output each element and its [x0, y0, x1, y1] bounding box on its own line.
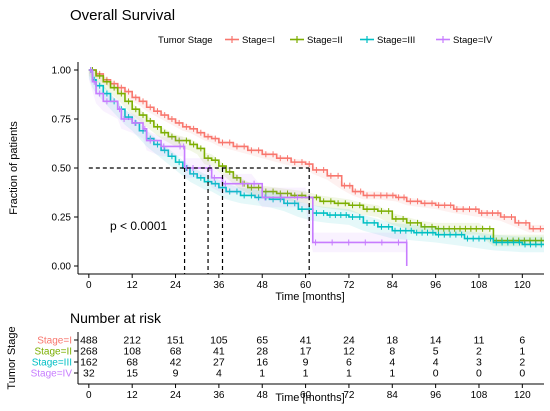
risk-cell: 32: [83, 368, 95, 380]
risk-cell: 488: [80, 335, 98, 347]
risk-cell: 14: [430, 335, 442, 347]
y-tick-label: 0.75: [52, 115, 72, 126]
x-tick-label: 0: [86, 280, 92, 291]
risk-table-x-label: Time [months]: [275, 392, 344, 404]
risk-cell: 17: [300, 346, 312, 358]
y-tick-label: 0.00: [52, 262, 72, 273]
legend-title: Tumor Stage: [158, 35, 213, 46]
risk-cell: 1: [303, 368, 309, 380]
y-axis-label: Fraction of patients: [8, 121, 20, 215]
risk-cell: 6: [346, 357, 352, 369]
risk-cell: 4: [216, 368, 222, 380]
risk-cell: 3: [476, 357, 482, 369]
risk-cell: 1: [519, 346, 525, 358]
p-value-annotation: p < 0.0001: [110, 219, 167, 233]
risk-cell: 212: [123, 335, 141, 347]
x-tick-label: 24: [170, 280, 182, 291]
risk-table-title: Number at risk: [70, 310, 162, 326]
risk-cell: 68: [126, 357, 138, 369]
risk-cell: 105: [210, 335, 228, 347]
legend-label: Stage=II: [307, 35, 343, 46]
risk-cell: 41: [300, 335, 312, 347]
risk-cell: 41: [213, 346, 225, 358]
risk-cell: 27: [213, 357, 225, 369]
risk-table-y-label: Tumor Stage: [6, 326, 18, 389]
x-tick-label: 120: [514, 280, 531, 291]
risk-cell: 2: [476, 346, 482, 358]
risk-cell: 8: [389, 346, 395, 358]
legend-label: Stage=IV: [453, 35, 493, 46]
risk-x-tick-label: 36: [213, 390, 225, 401]
risk-cell: 4: [389, 357, 395, 369]
x-tick-label: 48: [257, 280, 269, 291]
risk-cell: 42: [170, 357, 182, 369]
risk-cell: 9: [173, 368, 179, 380]
risk-cell: 11: [474, 335, 485, 347]
risk-cell: 0: [519, 368, 525, 380]
survival-curve-stage-ii: [88, 69, 544, 242]
risk-row-label: Stage=III: [32, 358, 72, 369]
risk-x-tick-label: 48: [257, 390, 269, 401]
risk-cell: 1: [259, 368, 265, 380]
risk-cell: 12: [343, 346, 355, 358]
risk-row-label: Stage=I: [37, 336, 72, 347]
risk-cell: 18: [386, 335, 398, 347]
risk-cell: 9: [303, 357, 309, 369]
legend: Tumor Stage Stage=I Stage=II Stage=III Stag…: [158, 35, 493, 46]
x-axis-label: Time [months]: [275, 291, 344, 303]
plot-area: 0.00 0.25 0.50 0.75 1.00 0 12 24 36 48 60 72 84 96 108…: [52, 62, 544, 291]
legend-label: Stage=III: [377, 35, 415, 46]
risk-x-tick-label: 72: [343, 390, 355, 401]
risk-row-label: Stage=II: [34, 347, 72, 358]
risk-x-tick-label: 60: [300, 390, 312, 401]
confidence-band-stage-i: [88, 70, 544, 233]
risk-table: Number at risk Tumor Stage Time [months]…: [6, 310, 544, 404]
risk-cell: 6: [519, 335, 525, 347]
risk-x-tick-label: 24: [170, 390, 182, 401]
y-tick-label: 0.25: [52, 213, 72, 224]
risk-cell: 268: [80, 346, 98, 358]
survival-curve-stage-i: [88, 69, 544, 230]
y-tick-label: 0.50: [52, 164, 72, 175]
risk-x-tick-label: 96: [430, 390, 442, 401]
risk-cell: 2: [519, 357, 525, 369]
x-tick-label: 96: [430, 280, 442, 291]
risk-cell: 24: [343, 335, 355, 347]
x-tick-label: 108: [471, 280, 488, 291]
risk-cell: 1: [346, 368, 352, 380]
risk-cell: 65: [256, 335, 268, 347]
risk-cell: 151: [167, 335, 185, 347]
x-tick-label: 36: [213, 280, 225, 291]
x-tick-label: 12: [127, 280, 139, 291]
risk-cell: 0: [476, 368, 482, 380]
legend-label: Stage=I: [242, 35, 275, 46]
risk-x-tick-label: 120: [514, 390, 531, 401]
risk-x-tick-label: 108: [471, 390, 488, 401]
risk-cell: 4: [433, 357, 439, 369]
risk-x-tick-label: 84: [387, 390, 399, 401]
x-tick-label: 72: [343, 280, 355, 291]
x-tick-label: 84: [387, 280, 399, 291]
risk-cell: 0: [433, 368, 439, 380]
confidence-band-stage-iv: [88, 70, 407, 266]
x-tick-label: 60: [300, 280, 312, 291]
risk-cell: 1: [389, 368, 395, 380]
y-tick-label: 1.00: [52, 66, 72, 77]
risk-cell: 16: [256, 357, 268, 369]
risk-cell: 5: [433, 346, 439, 358]
risk-x-tick-label: 12: [127, 390, 139, 401]
survival-curve-stage-iv: [88, 69, 408, 266]
chart-title: Overall Survival: [70, 7, 175, 24]
risk-cell: 68: [170, 346, 182, 358]
risk-x-tick-label: 0: [86, 390, 92, 401]
risk-cell: 15: [126, 368, 138, 380]
risk-row-label: Stage=IV: [31, 369, 73, 380]
risk-cell: 108: [123, 346, 141, 358]
risk-cell: 28: [256, 346, 268, 358]
risk-cell: 162: [80, 357, 98, 369]
